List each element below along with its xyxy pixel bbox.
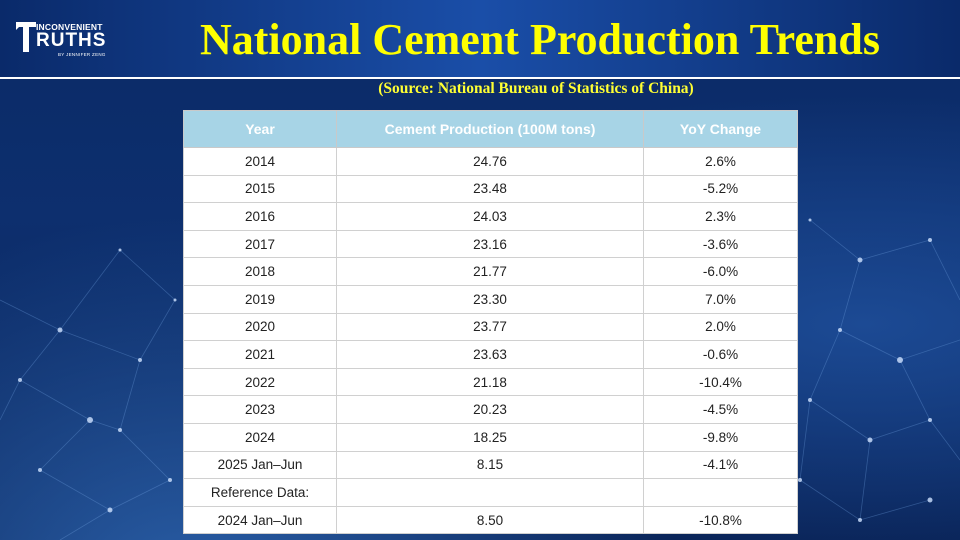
cell-year: 2019 <box>183 284 337 314</box>
inconvenient-truths-logo: INCONVENIENT RUTHS BY JENNIFER ZENG <box>14 20 118 60</box>
cell-year: 2015 <box>183 174 337 204</box>
logo-main-text: RUTHS <box>36 30 107 51</box>
table-row: 2024 Jan–Jun 8.50 -10.8% <box>183 505 798 535</box>
cell-yoy-change: 2.3% <box>643 202 798 231</box>
table-row: 2023 20.23 -4.5% <box>183 395 798 424</box>
cell-year: 2025 Jan–Jun <box>183 450 337 480</box>
table-header-row: Year Cement Production (100M tons) YoY C… <box>183 110 798 148</box>
cell-year: 2024 Jan–Jun <box>183 505 337 535</box>
cell-year: 2017 <box>183 229 337 259</box>
cell-yoy-change: -5.2% <box>643 174 798 204</box>
table-row: 2021 23.63 -0.6% <box>183 340 798 369</box>
cell-year: 2014 <box>183 147 337 176</box>
cell-year: 2018 <box>183 257 337 286</box>
cell-production: 23.48 <box>336 174 644 204</box>
cell-yoy-change: -4.5% <box>643 395 798 424</box>
cell-year: 2020 <box>183 312 337 342</box>
cell-yoy-change: -6.0% <box>643 257 798 286</box>
cell-production: 18.25 <box>336 422 644 452</box>
cell-year: 2024 <box>183 422 337 452</box>
column-header-yoy: YoY Change <box>643 110 798 148</box>
cell-production: 23.63 <box>336 340 644 369</box>
cell-production: 8.15 <box>336 450 644 480</box>
header-divider <box>0 77 960 79</box>
logo-top-text: INCONVENIENT <box>36 22 103 32</box>
cell-year: 2016 <box>183 202 337 231</box>
cell-yoy-change: -0.6% <box>643 340 798 369</box>
cell-yoy-change: -10.8% <box>643 505 798 535</box>
cell-production: 21.77 <box>336 257 644 286</box>
column-header-production: Cement Production (100M tons) <box>336 110 644 148</box>
cell-production <box>336 478 644 507</box>
table-row: 2017 23.16 -3.6% <box>183 229 798 259</box>
page-title: National Cement Production Trends <box>199 15 880 64</box>
table-row: 2025 Jan–Jun 8.15 -4.1% <box>183 450 798 480</box>
cell-production: 24.76 <box>336 147 644 176</box>
cell-yoy-change: 2.0% <box>643 312 798 342</box>
table-row: 2024 18.25 -9.8% <box>183 422 798 452</box>
cell-production: 23.30 <box>336 284 644 314</box>
cell-production: 24.03 <box>336 202 644 231</box>
cell-production: 8.50 <box>336 505 644 535</box>
table-row: 2019 23.30 7.0% <box>183 284 798 314</box>
cell-yoy-change <box>643 478 798 507</box>
source-note: (Source: National Bureau of Statistics o… <box>378 80 694 97</box>
cell-production: 23.77 <box>336 312 644 342</box>
column-header-year: Year <box>183 110 337 148</box>
cell-year: Reference Data: <box>183 478 337 507</box>
cell-yoy-change: -9.8% <box>643 422 798 452</box>
logo-t-mark-icon <box>16 22 36 52</box>
cell-year: 2021 <box>183 340 337 369</box>
table-row: Reference Data: <box>183 478 798 507</box>
cell-production: 21.18 <box>336 367 644 397</box>
table-row: 2018 21.77 -6.0% <box>183 257 798 286</box>
logo-byline: BY JENNIFER ZENG <box>58 52 106 57</box>
cell-production: 23.16 <box>336 229 644 259</box>
cell-yoy-change: 7.0% <box>643 284 798 314</box>
table-row: 2016 24.03 2.3% <box>183 202 798 231</box>
cell-yoy-change: -4.1% <box>643 450 798 480</box>
table-row: 2020 23.77 2.0% <box>183 312 798 342</box>
table-row: 2022 21.18 -10.4% <box>183 367 798 397</box>
table-row: 2015 23.48 -5.2% <box>183 174 798 204</box>
cell-year: 2022 <box>183 367 337 397</box>
header-bar <box>0 0 960 78</box>
cell-yoy-change: 2.6% <box>643 147 798 176</box>
table-row: 2014 24.76 2.6% <box>183 147 798 176</box>
cement-production-table: Year Cement Production (100M tons) YoY C… <box>183 110 798 535</box>
cell-yoy-change: -3.6% <box>643 229 798 259</box>
cell-yoy-change: -10.4% <box>643 367 798 397</box>
cell-year: 2023 <box>183 395 337 424</box>
cell-production: 20.23 <box>336 395 644 424</box>
